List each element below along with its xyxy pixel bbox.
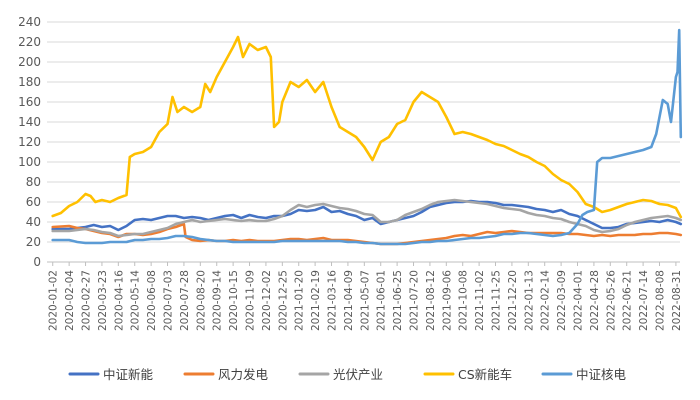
y-tick-label: 160 — [18, 95, 41, 109]
x-tick-label: 2022-02-14 — [540, 270, 552, 331]
x-tick-label: 2021-11-25 — [491, 270, 503, 331]
x-tick-label: 2020-09-14 — [212, 270, 224, 331]
series-line-4 — [51, 28, 683, 246]
x-tick-label: 2021-01-20 — [294, 270, 306, 331]
x-tick-label: 2020-01-02 — [48, 270, 60, 331]
x-tick-label: 2022-03-09 — [556, 270, 568, 331]
y-tick-label: 120 — [18, 135, 41, 149]
x-tick-label: 2022-08-31 — [671, 270, 683, 331]
x-tick-label: 2021-10-08 — [458, 270, 470, 331]
y-tick-label: 240 — [18, 15, 41, 29]
y-tick-label: 180 — [18, 75, 41, 89]
x-tick-label: 2020-03-23 — [97, 270, 109, 331]
x-tick-label: 2020-04-16 — [113, 270, 125, 331]
x-tick-label: 2022-04-01 — [573, 270, 585, 331]
x-tick-label: 2020-10-15 — [228, 270, 240, 331]
y-tick-label: 140 — [18, 115, 41, 129]
x-tick-label: 2020-07-28 — [179, 270, 191, 331]
legend-label: CS新能车 — [458, 367, 512, 382]
x-tick-label: 2020-02-04 — [64, 270, 76, 331]
y-tick-label: 0 — [33, 255, 41, 269]
x-tick-label: 2020-08-20 — [195, 270, 207, 331]
legend-label: 中证核电 — [576, 367, 627, 382]
legend: 中证新能 风力发电 光伏产业 CS新能车 中证核电 — [68, 367, 627, 382]
x-tick-label: 2021-06-01 — [376, 270, 388, 331]
x-tick-label: 2020-05-14 — [130, 270, 142, 331]
x-tick-label: 2020-11-09 — [245, 270, 257, 331]
x-tick-label: 2020-02-27 — [81, 270, 93, 331]
y-tick-label: 60 — [26, 195, 41, 209]
y-tick-label: 220 — [18, 35, 41, 49]
y-tick-label: 40 — [26, 215, 41, 229]
y-tick-label: 20 — [26, 235, 41, 249]
gridlines — [47, 21, 680, 263]
x-tick-label: 2021-07-20 — [409, 270, 421, 331]
x-tick-label: 2020-12-25 — [277, 270, 289, 331]
x-tick-label: 2020-06-08 — [146, 270, 158, 331]
x-tick-label: 2022-01-13 — [523, 270, 535, 331]
x-tick-label: 2021-12-20 — [507, 270, 519, 331]
x-tick-label: 2022-06-21 — [622, 270, 634, 331]
x-tick-label: 2022-04-28 — [589, 270, 601, 331]
series-lines — [51, 28, 683, 246]
series-line-3 — [51, 35, 683, 219]
x-tick-label: 2020-07-03 — [163, 270, 175, 331]
x-tick-label: 2021-06-25 — [392, 270, 404, 331]
x-tick-label: 2021-09-06 — [441, 270, 453, 331]
y-tick-label: 80 — [26, 175, 41, 189]
x-tick-label: 2021-05-07 — [359, 270, 371, 331]
x-tick-label: 2021-04-09 — [343, 270, 355, 331]
legend-label: 风力发电 — [218, 367, 269, 382]
y-tick-label: 100 — [18, 155, 41, 169]
x-tick-label: 2021-03-16 — [327, 270, 339, 331]
x-tick-label: 2020-12-02 — [261, 270, 273, 331]
y-axis: 0 20 40 60 80 100 120 140 160 180 200 220 240 — [18, 15, 41, 269]
series-line-2 — [51, 198, 683, 238]
legend-label: 中证新能 — [103, 367, 154, 382]
x-tick-label: 2022-07-14 — [638, 270, 650, 331]
x-tick-label: 2022-05-26 — [605, 270, 617, 331]
x-tick-label: 2021-08-12 — [425, 270, 437, 331]
x-tick-label: 2022-08-08 — [655, 270, 667, 331]
y-tick-label: 200 — [18, 55, 41, 69]
x-tick-label: 2021-11-02 — [474, 270, 486, 331]
x-tick-label: 2021-02-19 — [310, 270, 322, 331]
legend-label: 光伏产业 — [333, 367, 383, 382]
x-axis: 2020-01-02 2020-02-04 2020-02-27 2020-03-23… — [48, 262, 683, 331]
